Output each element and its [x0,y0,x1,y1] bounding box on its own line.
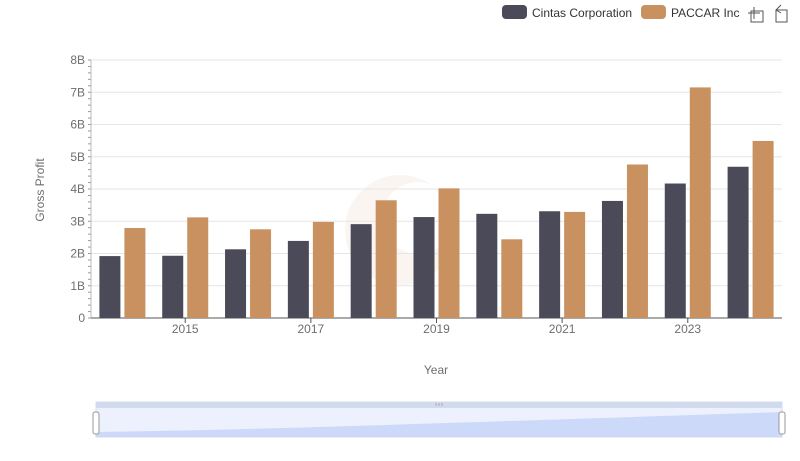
bar-cintas-2017[interactable] [287,240,309,318]
y-axis-title: Gross Profit [33,158,47,222]
bar-cintas-2015[interactable] [162,255,184,318]
bar-paccar-2024[interactable] [752,140,774,318]
bar-paccar-2014[interactable] [124,228,146,318]
bar-paccar-2016[interactable] [250,229,272,318]
bars [99,87,774,318]
bar-paccar-2023[interactable] [689,87,711,318]
range-slider[interactable] [92,401,786,438]
bar-cintas-2024[interactable] [727,166,749,318]
legend-label[interactable]: Cintas Corporation [532,6,632,20]
x-tick-label: 2023 [674,322,701,336]
x-tick-label: 2015 [172,322,199,336]
bar-paccar-2022[interactable] [626,164,648,318]
legend-label[interactable]: PACCAR Inc [671,6,739,20]
reset-zoom-icon[interactable] [775,4,788,23]
bar-cintas-2020[interactable] [476,213,498,318]
bar-paccar-2018[interactable] [375,200,397,318]
bar-cintas-2021[interactable] [539,211,561,318]
y-tick-label: 2B [70,247,85,261]
bar-cintas-2016[interactable] [225,249,247,318]
bar-paccar-2017[interactable] [312,221,334,318]
bar-paccar-2021[interactable] [564,211,586,318]
bar-paccar-2020[interactable] [501,239,523,318]
y-tick-label: 8B [70,53,85,67]
slider-preview-area [96,412,782,437]
y-tick-label: 3B [70,214,85,228]
y-tick-label: 5B [70,150,85,164]
legend-swatch[interactable] [641,5,666,19]
x-tick-label: 2021 [549,322,576,336]
slider-left-handle[interactable] [92,411,100,435]
y-axis: 0 1B 2B 3B 4B 5B 6B 7B 8B [70,53,92,325]
legend-swatch[interactable] [502,5,527,19]
y-tick-label: 7B [70,85,85,99]
x-axis-title: Year [424,363,448,377]
crosshair-zoom-icon[interactable] [748,7,764,23]
slider-right-handle[interactable] [778,411,786,435]
bar-cintas-2014[interactable] [99,256,121,318]
y-tick-label: 6B [70,118,85,132]
slider-grip-icon [435,403,443,406]
bar-cintas-2018[interactable] [350,224,372,318]
y-tick-label: 4B [70,182,85,196]
x-axis: 2015 2017 2019 2021 2023 [91,317,782,336]
x-tick-label: 2017 [298,322,325,336]
bar-cintas-2023[interactable] [664,183,686,318]
bar-cintas-2022[interactable] [601,200,623,318]
bar-paccar-2019[interactable] [438,188,460,318]
y-tick-label: 0 [78,311,85,325]
x-tick-label: 2019 [423,322,450,336]
y-tick-label: 1B [70,279,85,293]
bar-cintas-2019[interactable] [413,217,435,318]
legend: Cintas Corporation PACCAR Inc [502,5,739,20]
bar-paccar-2015[interactable] [187,217,209,318]
